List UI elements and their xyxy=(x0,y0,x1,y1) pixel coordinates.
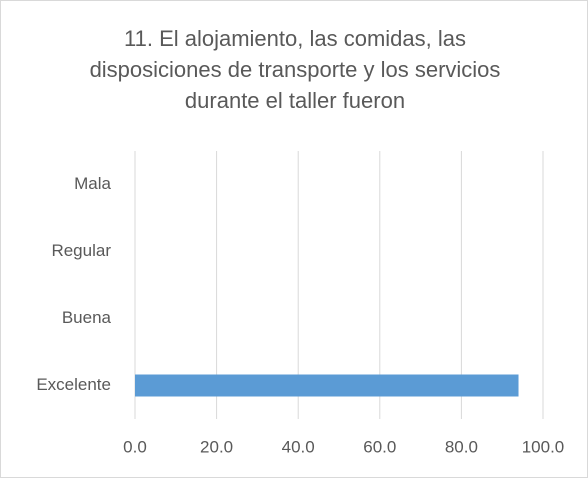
bar xyxy=(135,374,519,397)
x-tick-label: 80.0 xyxy=(445,437,478,456)
x-tick-label: 20.0 xyxy=(200,437,233,456)
y-tick-label: Excelente xyxy=(36,375,111,394)
x-tick-label: 40.0 xyxy=(282,437,315,456)
chart-title: 11. El alojamiento, las comidas, las dis… xyxy=(89,26,501,113)
y-tick-label: Mala xyxy=(74,174,111,193)
x-tick-label: 100.0 xyxy=(522,437,565,456)
y-tick-label: Buena xyxy=(62,308,112,327)
x-tick-label: 0.0 xyxy=(123,437,147,456)
y-tick-label: Regular xyxy=(51,241,111,260)
x-tick-label: 60.0 xyxy=(363,437,396,456)
